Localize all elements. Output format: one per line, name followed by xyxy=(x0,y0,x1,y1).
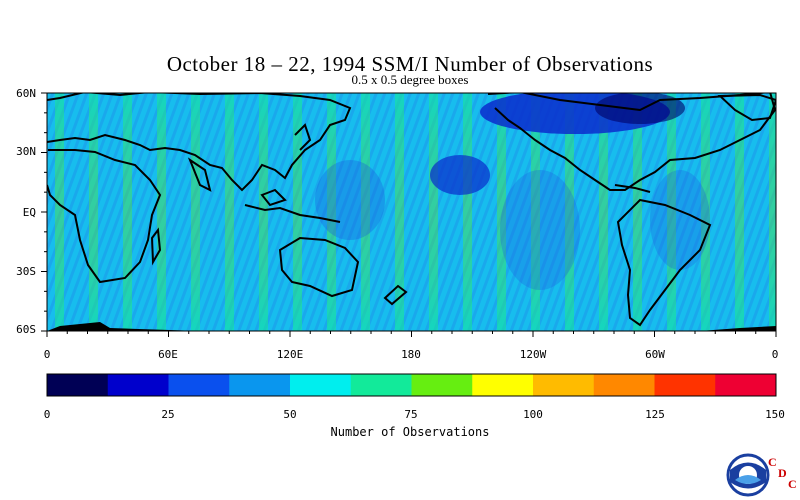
swath-band xyxy=(361,93,370,331)
lat-label-eq: EQ xyxy=(22,206,36,219)
swath-band xyxy=(225,93,234,331)
colorbar-segment xyxy=(715,374,777,396)
colorbar xyxy=(47,374,777,396)
swath-band xyxy=(769,93,776,331)
swath-bands xyxy=(55,93,776,331)
noaa-logo xyxy=(726,453,770,497)
swath-band xyxy=(565,93,574,331)
lon-label-60w: 60W xyxy=(645,348,665,361)
swath-band xyxy=(395,93,404,331)
lon-label-180: 180 xyxy=(401,348,421,361)
swath-band xyxy=(327,93,336,331)
antarctica-landmass xyxy=(47,322,200,331)
swath-band xyxy=(633,93,642,331)
chart-title: October 18 – 22, 1994 SSM/I Number of Ob… xyxy=(166,52,654,76)
swath-band xyxy=(429,93,438,331)
swath-band xyxy=(701,93,710,331)
lon-label-0: 0 xyxy=(43,348,51,361)
colorbar-tick-25: 25 xyxy=(161,408,175,421)
lat-label-30s: 30S xyxy=(16,265,36,278)
colorbar-tick-125: 125 xyxy=(645,408,665,421)
colorbar-segment xyxy=(47,374,109,396)
colorbar-tick-100: 100 xyxy=(523,408,543,421)
swath-band xyxy=(157,93,166,331)
colorbar-segment xyxy=(411,374,473,396)
colorbar-tick-50: 50 xyxy=(283,408,297,421)
swath-band xyxy=(735,93,744,331)
colorbar-segment xyxy=(472,374,534,396)
colorbar-segment xyxy=(168,374,230,396)
colorbar-segment xyxy=(654,374,716,396)
lon-label-60e: 60E xyxy=(158,348,178,361)
colorbar-segment xyxy=(350,374,412,396)
swath-band xyxy=(531,93,540,331)
lon-label-120e: 120E xyxy=(276,348,304,361)
swath-band xyxy=(259,93,268,331)
swath-band xyxy=(55,93,64,331)
observation-field xyxy=(47,93,776,331)
cdc-letter-3: C xyxy=(788,477,797,491)
cdc-letter-2: D xyxy=(778,466,787,480)
colorbar-segment xyxy=(229,374,291,396)
colorbar-segment xyxy=(533,374,595,396)
cdc-letter-1: C xyxy=(768,455,777,469)
colorbar-tick-150: 150 xyxy=(765,408,785,421)
colorbar-segment xyxy=(593,374,655,396)
coastlines xyxy=(47,93,776,327)
colorbar-label: Number of Observations xyxy=(330,425,490,439)
orbit-swath-texture xyxy=(47,93,776,331)
chart-subtitle: 0.5 x 0.5 degree boxes xyxy=(351,72,469,87)
swath-band xyxy=(667,93,676,331)
colorbar-tick-75: 75 xyxy=(404,408,418,421)
colorbar-segment xyxy=(290,374,352,396)
lat-label-60s: 60S xyxy=(16,323,36,336)
colorbar-frame xyxy=(46,373,777,397)
swath-band xyxy=(123,93,132,331)
lon-label-0-east: 0 xyxy=(771,348,779,361)
swath-band xyxy=(293,93,302,331)
axis-ticks xyxy=(41,92,777,337)
colorbar-segment xyxy=(107,374,169,396)
swath-band xyxy=(89,93,98,331)
lat-label-60n: 60N xyxy=(16,87,36,100)
swath-band xyxy=(191,93,200,331)
swath-band xyxy=(463,93,472,331)
colorbar-tick-0: 0 xyxy=(43,408,51,421)
swath-band xyxy=(599,93,608,331)
swath-band xyxy=(497,93,506,331)
lon-label-120w: 120W xyxy=(519,348,547,361)
lat-label-30n: 30N xyxy=(16,145,36,158)
